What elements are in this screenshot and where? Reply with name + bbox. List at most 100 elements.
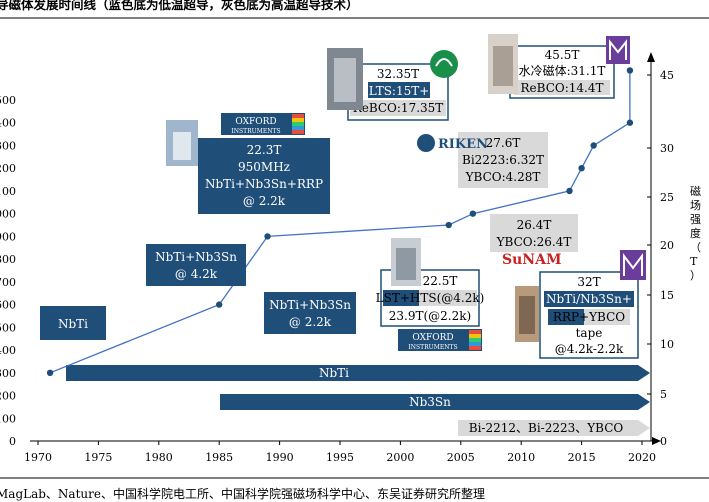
right-tick-labels: 0 5 10 15 20 25 30 45 [647, 69, 674, 448]
box-nbti-text: NbTi [58, 317, 88, 331]
data-point [46, 369, 54, 376]
right-tick-label: 10 [660, 338, 674, 351]
right-tick-label: 45 [660, 69, 674, 82]
data-point [626, 119, 634, 126]
box-wc-line1: 45.5T [545, 48, 580, 62]
box-rrp-line3: NbTi+Nb3Sn+RRP [205, 177, 323, 191]
left-tick-label: 0 [9, 435, 16, 448]
right-tick-label: 25 [660, 191, 674, 204]
oxford-logo-top-word2: INSTRUMENTS [231, 128, 280, 135]
band-nb3sn-label: Nb3Sn [409, 395, 451, 409]
band-nb3sn: Nb3Sn [220, 394, 650, 410]
box-42-line2: @ 4.2k [175, 267, 218, 281]
box-ybco-line1: 26.4T [517, 218, 552, 232]
box-lts-line1: 32.35T [377, 67, 419, 81]
band-nbti-label: NbTi [319, 366, 349, 380]
left-tick-label: 1400 [0, 117, 16, 130]
band-hts: Bi-2212、Bi-2223、YBCO [458, 420, 650, 436]
data-point [566, 187, 573, 195]
oxford-logo-bottom-word1: OXFORD [412, 333, 453, 343]
x-tick-label: 1985 [205, 451, 233, 464]
x-tick-label: 1995 [326, 451, 354, 464]
box-tape-line3: RRP+YBCO [553, 310, 625, 324]
x-axis-arrow [652, 437, 661, 445]
box-riken-line2: Bi2223:6.32T [462, 153, 544, 167]
green-circle-logo-icon [430, 50, 458, 78]
maglab-logo-top-icon [606, 36, 630, 64]
left-tick-label: 1200 [0, 162, 16, 175]
left-tick-label: 700 [0, 276, 16, 289]
svg-text:磁场强度（T）: 磁场强度（ T） [690, 185, 701, 282]
oxford-logo-bottom-word2: INSTRUMENTS [408, 344, 457, 351]
box-22-line2: @ 2.2k [289, 315, 332, 329]
box-nbti-nb3sn-22: NbTi+Nb3Sn @ 2.2k [264, 292, 356, 334]
data-point [469, 210, 477, 217]
data-point [216, 301, 223, 308]
left-tick-label: 100 [0, 412, 16, 425]
data-point [264, 233, 271, 240]
right-axis-arrow [647, 52, 655, 62]
box-wc-line2: 水冷磁体:31.1T [519, 63, 606, 78]
box-tape-line1: 32T [577, 275, 600, 289]
chart-title: 导磁体发展时间线（蓝色底为低温超导，灰色底为高温超导技术） [0, 0, 359, 12]
band-nbti: NbTi [66, 365, 650, 381]
data-point [626, 67, 634, 74]
x-tick-label: 1975 [84, 451, 112, 464]
box-lst: 22.5T LST+HTS(@4.2k) 23.9T(@2.2k) [376, 269, 485, 327]
box-lst-line2: LST+HTS(@4.2k) [376, 291, 485, 305]
box-ybco: 26.4T YBCO:26.4T [490, 214, 578, 252]
photo-magnet-3-icon [488, 34, 518, 94]
box-nbti: NbTi [40, 306, 106, 340]
left-tick-label: 300 [0, 367, 16, 380]
left-tick-label: 600 [0, 299, 16, 312]
box-watercooled: 45.5T 水冷磁体:31.1T ReBCO:14.4T [509, 45, 615, 99]
oxford-logo-top: OXFORD INSTRUMENTS [221, 113, 305, 135]
left-tick-labels: 0 100 200 300 400 500 600 700 800 900 1000 1100 1200… [0, 94, 16, 448]
data-point [445, 221, 452, 229]
right-tick-label: 5 [660, 388, 667, 401]
x-tick-labels: 1970 1975 1980 1985 1990 1995 2000 2005 2010 2015… [24, 441, 656, 464]
box-lst-line1: 22.5T [423, 274, 458, 288]
x-tick-label: 1970 [24, 451, 52, 464]
x-tick-label: 1990 [266, 451, 294, 464]
right-tick-label: 20 [660, 239, 674, 252]
x-tick-label: 1980 [145, 451, 173, 464]
right-tick-label: 30 [660, 142, 674, 155]
maglab-logo-bottom-icon [620, 250, 646, 280]
oxford-logo-bottom: OXFORD INSTRUMENTS [398, 329, 482, 351]
box-rrp: 22.3T 950MHz NbTi+Nb3Sn+RRP @ 2.2k [198, 138, 330, 214]
riken-logo: RIKEN [417, 134, 488, 152]
box-lts-line2: LTS:15T+ [369, 84, 430, 98]
left-tick-label: 200 [0, 390, 16, 403]
box-22-line1: NbTi+Nb3Sn [269, 298, 351, 312]
left-tick-label: 1100 [0, 185, 16, 198]
photo-magnet-5-icon [515, 286, 539, 342]
box-tape-line4: tape [576, 326, 603, 340]
x-tick-label: 2000 [386, 451, 414, 464]
band-hts-label: Bi-2212、Bi-2223、YBCO [469, 421, 624, 435]
right-tick-label: 0 [660, 435, 667, 448]
photo-magnet-1-icon [166, 120, 198, 166]
x-tick-label: 2010 [507, 451, 535, 464]
photo-magnet-2-icon [327, 48, 363, 110]
oxford-logo-top-word1: OXFORD [235, 117, 276, 127]
box-rrp-line4: @ 2.2k [243, 194, 286, 208]
x-tick-label: 2020 [628, 451, 656, 464]
box-lst-line3: 23.9T(@2.2k) [389, 309, 471, 323]
box-42-line1: NbTi+Nb3Sn [155, 250, 237, 264]
left-tick-label: 1300 [0, 139, 16, 152]
sunam-logo-text: SuNAM [502, 252, 561, 268]
left-tick-label: 1000 [0, 208, 16, 221]
box-tape-line2: NbTi/Nb3Sn+ [546, 292, 632, 306]
box-rrp-line2: 950MHz [238, 160, 290, 174]
left-tick-label: 500 [0, 321, 16, 334]
data-point [590, 142, 597, 149]
box-lts-line3: ReBCO:17.35T [353, 101, 444, 115]
box-riken: 27.6T Bi2223:6.32T YBCO:4.28T [458, 132, 548, 188]
right-axis-label: 磁场强度（ T） [690, 185, 701, 282]
riken-logo-text: RIKEN [438, 137, 488, 152]
sunam-logo: SuNAM [502, 252, 561, 268]
right-tick-label: 15 [660, 289, 674, 302]
left-tick-label: 900 [0, 230, 16, 243]
